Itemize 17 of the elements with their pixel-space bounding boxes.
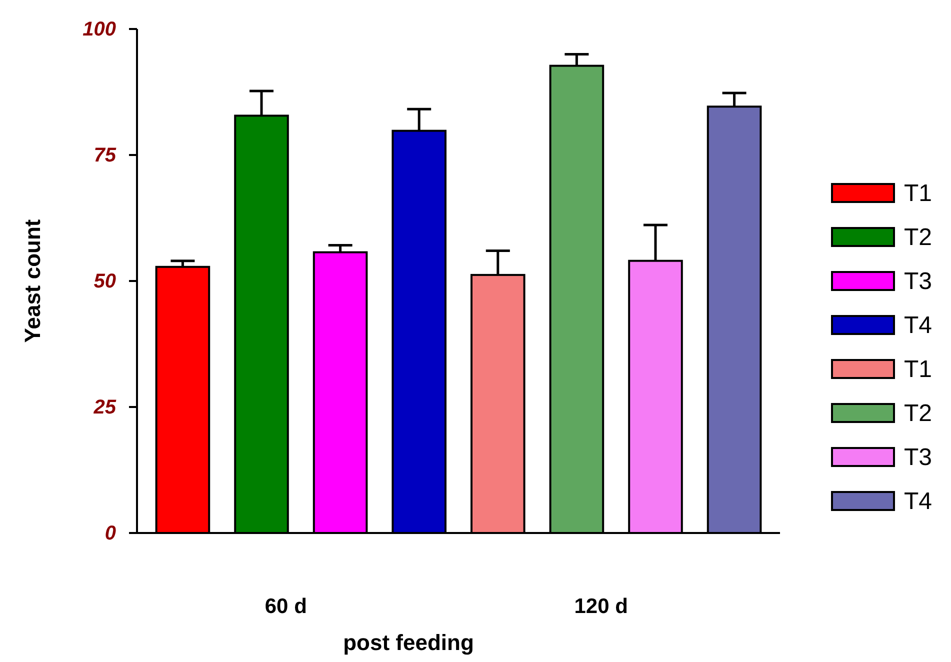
legend-label: T3 [904,268,932,295]
y-tick-label: 50 [94,270,116,292]
legend-label: T2 [904,400,932,427]
y-axis-title: Yeast count [20,218,45,343]
legend-label: T3 [904,444,932,471]
legend-label: T4 [904,312,932,339]
legend-label: T4 [904,488,932,515]
legend-label: T1 [904,180,932,207]
y-tick-label: 25 [92,396,117,418]
legend-label: T2 [904,224,932,251]
y-tick-label: 0 [104,522,116,544]
y-tick-label: 100 [82,18,116,40]
y-tick-label: 75 [94,144,117,166]
x-axis-title: post feeding [343,630,474,655]
x-tick-label: 60 d [264,595,307,618]
legend-label: T1 [904,356,932,383]
x-tick-label: 120 d [574,595,628,618]
